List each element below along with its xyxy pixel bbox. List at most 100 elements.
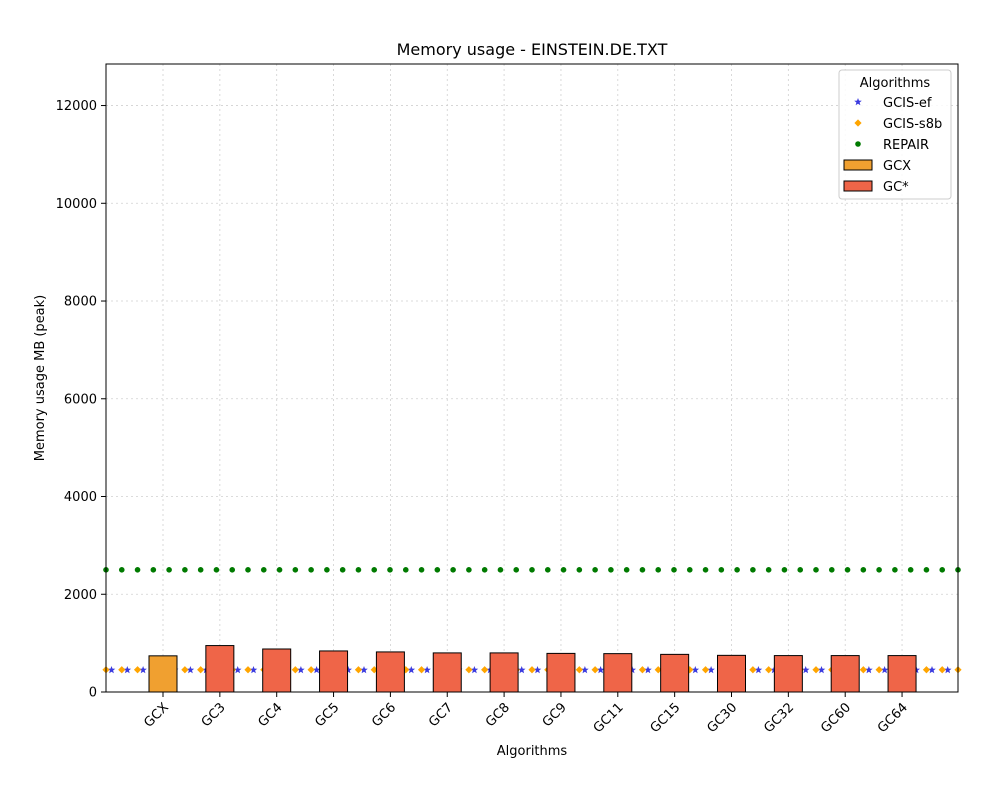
legend: Algorithms GCIS-ef GCIS-s8b REPAIR GCX GC*: [838, 69, 952, 200]
gcis-s8b-marker: [291, 666, 299, 674]
repair-marker: [402, 567, 409, 573]
x-tick-label: GC11: [591, 700, 627, 736]
gcis-ef-marker: [644, 666, 652, 674]
legend-gcis-s8b-marker: [854, 119, 862, 127]
legend-swatch: [843, 159, 873, 171]
gcis-s8b-marker: [528, 666, 536, 674]
gcis-s8b-marker: [465, 666, 473, 674]
x-tick-label: GC5: [312, 700, 342, 730]
repair-marker: [781, 567, 788, 573]
gcis-s8b-marker: [118, 666, 126, 674]
gcis-s8b-marker: [875, 666, 883, 674]
bar-gc4: [262, 648, 292, 693]
legend-label: REPAIR: [883, 138, 929, 153]
gcis-ef-marker: [107, 666, 116, 674]
gcis-ef-marker: [470, 666, 479, 674]
gcis-ef-marker: [297, 666, 305, 674]
repair-marker: [387, 567, 393, 573]
gcis-ef-marker: [581, 666, 589, 674]
y-tick-label: 2000: [64, 588, 97, 603]
gcis-ef-marker: [233, 666, 242, 674]
repair-marker: [671, 567, 677, 573]
repair-marker: [529, 567, 535, 573]
x-tick-label: GC60: [818, 700, 854, 736]
repair-marker: [308, 567, 314, 573]
x-tick-label: GCX: [141, 700, 172, 731]
gcis-s8b-marker: [244, 666, 252, 674]
plot-frame: [105, 63, 959, 693]
gcis-ef-marker: [754, 666, 763, 674]
repair-marker: [434, 567, 441, 573]
repair-marker: [355, 567, 362, 573]
gcis-ef-marker: [186, 666, 195, 674]
repair-marker: [592, 567, 598, 573]
legend-label: GCX: [883, 159, 911, 174]
repair-marker: [276, 567, 283, 573]
gcis-ef-marker: [596, 666, 605, 674]
repair-marker: [513, 567, 520, 573]
repair-marker: [702, 567, 709, 573]
gcis-s8b-marker: [591, 666, 599, 674]
gcis-ef-marker: [533, 666, 542, 674]
repair-marker: [718, 567, 725, 573]
repair-marker: [623, 567, 630, 573]
x-tick-label: GC6: [369, 700, 399, 730]
repair-marker: [939, 567, 946, 573]
y-axis-label: Memory usage MB (peak): [33, 295, 48, 462]
x-tick-label: GC7: [426, 700, 456, 730]
repair-marker: [686, 567, 693, 573]
repair-marker: [197, 567, 204, 573]
repair-marker: [497, 567, 504, 573]
y-tick-label: 4000: [64, 490, 97, 505]
bars: [148, 645, 917, 693]
repair-marker: [560, 567, 567, 573]
gcis-s8b-marker: [481, 666, 489, 674]
grid: [106, 64, 958, 693]
x-tick-label: GC64: [875, 700, 911, 736]
gcis-ef-marker: [865, 666, 873, 674]
gcis-ef-marker: [880, 666, 889, 674]
repair-marker: [245, 567, 251, 573]
repair-marker: [481, 567, 488, 573]
repair-marker: [134, 567, 141, 573]
gcis-ef-marker: [407, 666, 416, 674]
gcis-ef-marker: [517, 666, 526, 674]
repair-marker: [182, 567, 188, 573]
legend-repair-marker: [855, 141, 861, 147]
gcis-s8b-marker: [749, 666, 757, 674]
gcis-s8b-marker: [575, 666, 583, 674]
gcis-s8b-marker: [354, 666, 363, 674]
y-tick-label: 0: [89, 686, 97, 701]
gcis-s8b-marker: [765, 666, 773, 674]
gcis-ef-marker: [817, 666, 826, 674]
repair-marker: [828, 567, 835, 573]
bar-gc8: [489, 652, 519, 693]
repair-marker: [876, 567, 882, 573]
gcis-ef-marker: [344, 666, 352, 674]
gcis-s8b-marker: [938, 666, 946, 674]
repair-marker: [166, 567, 172, 573]
bar-gc9: [546, 652, 576, 693]
repair-marker: [797, 567, 804, 573]
y-tick-label: 8000: [64, 295, 97, 310]
repair-marker: [923, 567, 930, 573]
gcis-ef-marker: [139, 666, 147, 674]
repair-marker: [450, 567, 456, 573]
repair-marker: [418, 567, 425, 573]
repair-marker: [260, 567, 267, 573]
legend-gcis-ef-marker: [854, 98, 862, 106]
x-tick-label: GC30: [704, 700, 740, 736]
legend-label: GCIS-s8b: [883, 117, 942, 132]
gcis-ef-marker: [691, 666, 700, 674]
repair-marker: [844, 567, 851, 573]
repair-marker: [750, 567, 756, 573]
bar-gc3: [205, 645, 235, 693]
x-tick-label: GC9: [540, 700, 570, 730]
bar-gc7: [432, 652, 462, 693]
repair-marker: [860, 567, 867, 573]
legend-swatch: [843, 180, 873, 192]
legend-label: GCIS-ef: [883, 96, 932, 111]
repair-marker: [639, 567, 646, 573]
gcis-ef-marker: [312, 666, 321, 674]
